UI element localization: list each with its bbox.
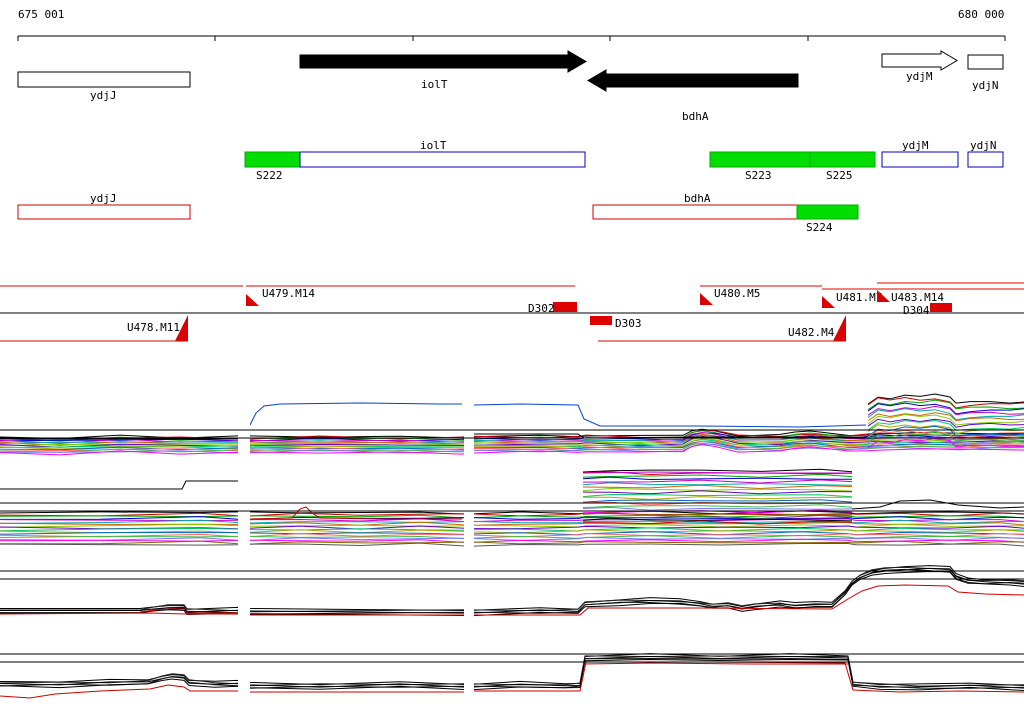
array-panel-4 xyxy=(0,653,1024,699)
expression-series xyxy=(867,424,1024,435)
gene-iolT-label: iolT xyxy=(421,78,448,91)
expression-series xyxy=(582,476,852,481)
breakpoint-D303-label: D303 xyxy=(615,317,642,330)
breakpoint-U482.M4-flag[interactable] xyxy=(833,315,846,341)
expression-series xyxy=(139,608,238,614)
gene-ydjN-label: ydjN xyxy=(972,79,999,92)
expression-series xyxy=(0,661,1024,699)
view-end-coordinate: 680 000 xyxy=(958,8,1005,21)
feature-S224-label: S224 xyxy=(806,221,833,234)
breakpoint-U481.M7-label: U481.M7 xyxy=(836,291,882,304)
feature-S223[interactable] xyxy=(709,151,811,168)
expression-series xyxy=(582,482,853,486)
expression-series xyxy=(867,413,1024,426)
array-panel-1 xyxy=(0,393,1024,456)
expression-series xyxy=(582,471,852,474)
expression-series xyxy=(582,484,853,490)
panel-gap xyxy=(464,393,474,714)
feature-iolT-label: iolT xyxy=(420,139,447,152)
breakpoint-U478.M11-label: U478.M11 xyxy=(127,321,180,334)
breakpoint-U483.M14-label: U483.M14 xyxy=(891,291,944,304)
expression-series xyxy=(867,419,1024,431)
panel-gap xyxy=(238,393,250,714)
expression-series xyxy=(582,490,853,495)
expression-series xyxy=(867,402,1024,415)
feature-S222-label: S222 xyxy=(256,169,283,182)
breakpoint-U480.M5-label: U480.M5 xyxy=(714,287,760,300)
expression-series xyxy=(582,499,853,503)
feature-ydjN-label: ydjN xyxy=(970,139,997,152)
breakpoint-D302-label: D302 xyxy=(528,302,555,315)
expression-series xyxy=(582,487,853,492)
expression-series xyxy=(867,412,1024,422)
expression-series xyxy=(867,431,1024,443)
expression-series xyxy=(582,662,848,665)
feature-S225-label: S225 xyxy=(826,169,853,182)
expression-series xyxy=(867,418,1024,428)
expression-series xyxy=(0,480,238,490)
gene-ydjJ-label: ydjJ xyxy=(90,89,117,102)
expression-series xyxy=(249,402,462,426)
expression-series xyxy=(867,399,1024,411)
expression-series xyxy=(867,429,1024,441)
breakpoint-U481.M7-flag[interactable] xyxy=(822,296,835,308)
expression-series xyxy=(582,468,853,473)
expression-series xyxy=(851,499,1024,510)
expression-series xyxy=(867,405,1024,416)
breakpoint-D302-box[interactable] xyxy=(553,302,577,312)
expression-series xyxy=(582,514,853,520)
breakpoint-U480.M5-flag[interactable] xyxy=(700,293,713,305)
expression-series xyxy=(582,504,853,509)
breakpoint-D304-box[interactable] xyxy=(930,303,952,312)
feature-S224[interactable] xyxy=(796,204,859,220)
gene-iolT[interactable] xyxy=(299,50,587,73)
gene-ydjN[interactable] xyxy=(967,54,1004,70)
expression-series xyxy=(867,393,1024,405)
expression-series xyxy=(249,506,462,520)
expression-series xyxy=(582,520,853,525)
feature-S222[interactable] xyxy=(244,151,301,168)
breakpoint-D303-box[interactable] xyxy=(590,316,612,325)
expression-profile-plots xyxy=(0,393,1024,714)
expression-series xyxy=(867,396,1024,409)
breakpoint-U478.M11-flag[interactable] xyxy=(175,315,188,341)
feature-ydjN[interactable] xyxy=(967,151,1004,168)
breakpoint-U479.M14-flag[interactable] xyxy=(246,294,259,306)
array-panel-3 xyxy=(0,565,1024,617)
feature-iolT[interactable] xyxy=(299,151,586,168)
gene-ydjJ[interactable] xyxy=(17,71,191,88)
expression-series xyxy=(867,437,1024,449)
array-panel-2 xyxy=(0,468,1024,547)
expression-series xyxy=(582,479,853,484)
expression-series xyxy=(473,403,867,428)
breakpoint-U483.M14-flag[interactable] xyxy=(877,290,890,302)
expression-series xyxy=(582,493,853,498)
feature-bdhA-label: bdhA xyxy=(684,192,711,205)
breakpoint-D304-label: D304 xyxy=(903,304,930,317)
feature-S225[interactable] xyxy=(809,151,876,168)
feature-S223-label: S223 xyxy=(745,169,772,182)
gene-ydjM-label: ydjM xyxy=(906,70,933,83)
gene-bdhA-label: bdhA xyxy=(682,110,709,123)
feature-ydjJ[interactable] xyxy=(17,204,191,220)
feature-ydjM[interactable] xyxy=(881,151,959,168)
gene-ydjM[interactable] xyxy=(881,50,958,71)
breakpoint-U479.M14-label: U479.M14 xyxy=(262,287,315,300)
expression-series xyxy=(583,496,853,501)
expression-series xyxy=(582,473,853,478)
feature-ydjJ-label: ydjJ xyxy=(90,192,117,205)
gene-bdhA[interactable] xyxy=(587,69,799,92)
expression-series xyxy=(867,408,1024,421)
feature-ydjM-label: ydjM xyxy=(902,139,929,152)
view-start-coordinate: 675 001 xyxy=(18,8,65,21)
expression-series xyxy=(582,517,853,522)
expression-series xyxy=(582,506,853,511)
expression-series xyxy=(582,512,852,516)
annotation-tracks: ydjJ iolT bdhA ydjM ydjN S222 iolT S223 S225 ydjM… xyxy=(0,35,1024,342)
expression-series xyxy=(0,567,1024,614)
breakpoint-U482.M4-label: U482.M4 xyxy=(788,326,835,339)
